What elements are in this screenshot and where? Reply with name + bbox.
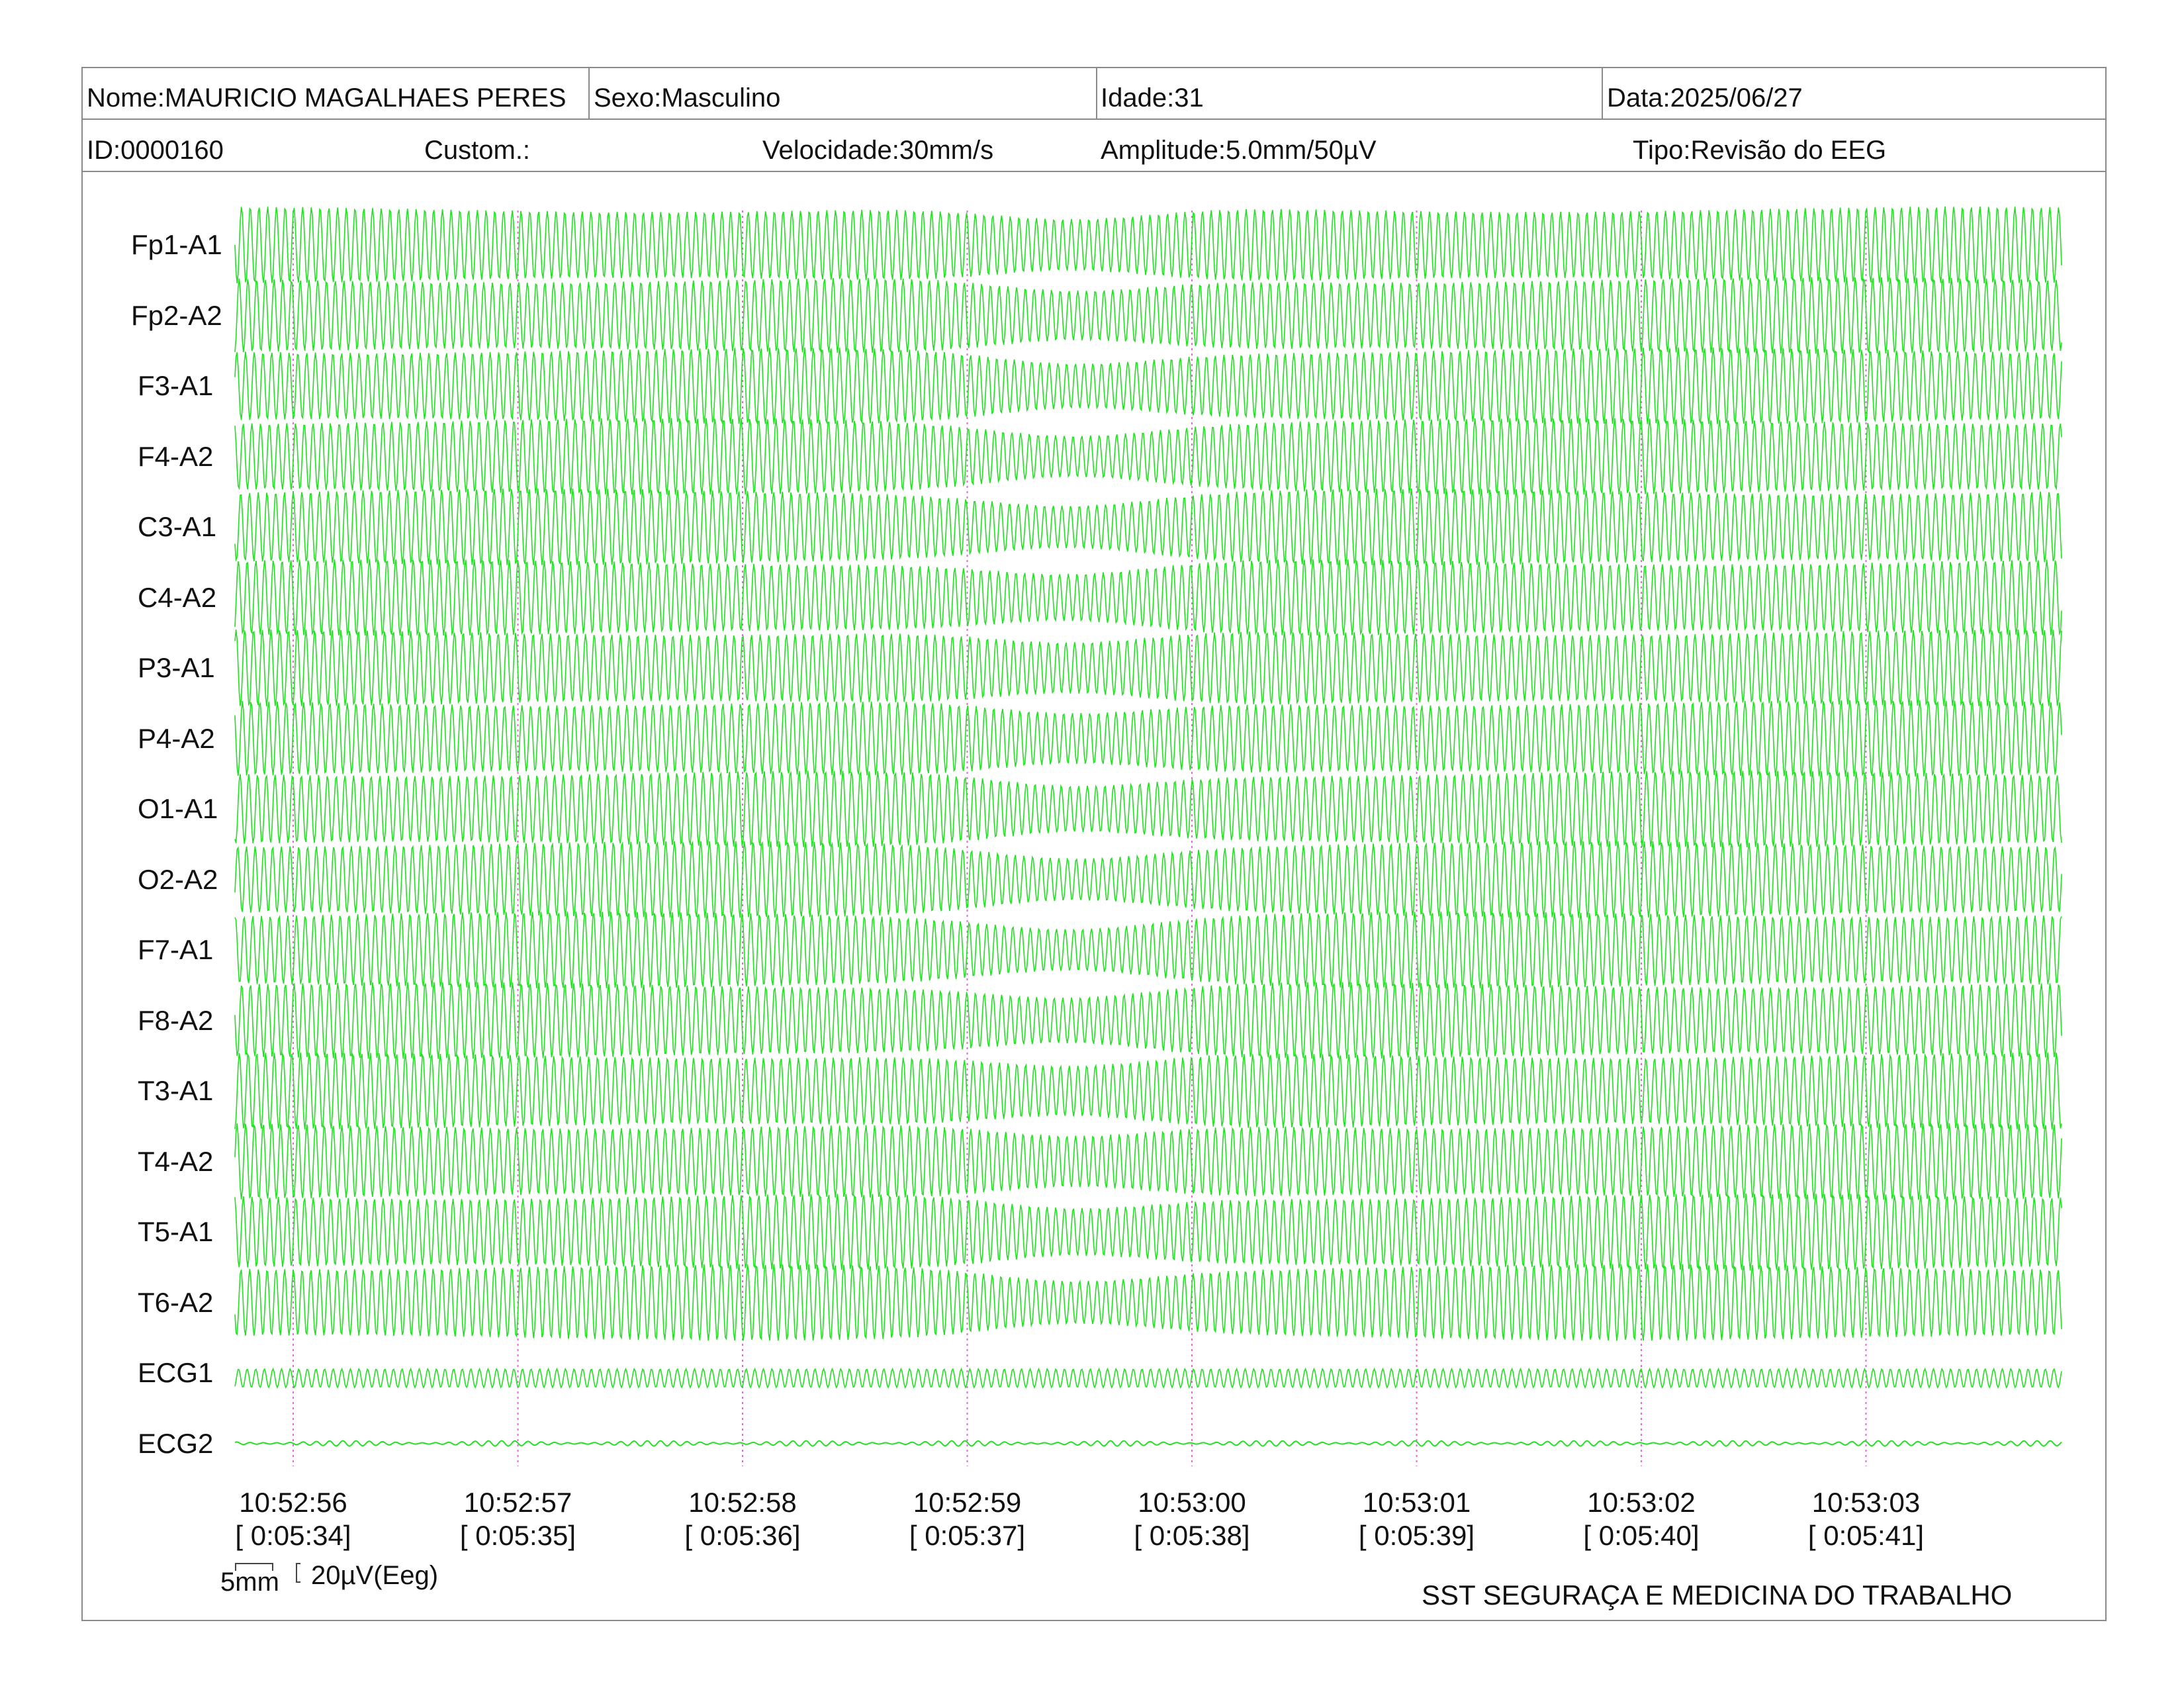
elapsed-time: [ 0:05:38] <box>1134 1520 1250 1551</box>
time-scale-label: 5mm <box>220 1568 279 1597</box>
time-label: 10:52:56[ 0:05:34] <box>207 1486 379 1552</box>
channel-label-c4-a2: C4-A2 <box>138 581 217 613</box>
time-label: 10:52:58[ 0:05:36] <box>657 1486 829 1552</box>
elapsed-time: [ 0:05:35] <box>459 1520 576 1551</box>
elapsed-time: [ 0:05:37] <box>909 1520 1026 1551</box>
trace-o1-a1 <box>234 771 2062 847</box>
patient-sex: Sexo:Masculino <box>594 83 781 113</box>
trace-ecg1 <box>234 1367 2062 1389</box>
time-label: 10:53:01[ 0:05:39] <box>1331 1486 1503 1552</box>
trace-fp1-a1 <box>234 207 2062 283</box>
elapsed-time: [ 0:05:41] <box>1807 1520 1925 1551</box>
trace-t4-a2 <box>234 1123 2062 1200</box>
clock-time: 10:52:56 <box>239 1487 347 1518</box>
header-divider-2 <box>81 171 2107 172</box>
trace-c4-a2 <box>234 559 2062 636</box>
channel-label-fp1-a1: Fp1-A1 <box>131 229 222 260</box>
clock-time: 10:53:03 <box>1811 1487 1921 1518</box>
time-label: 10:53:00[ 0:05:38] <box>1106 1486 1278 1552</box>
amplitude-scale-label: 20µV(Eeg) <box>311 1561 439 1590</box>
trace-fp2-a2 <box>234 277 2062 354</box>
clock-time: 10:52:57 <box>463 1487 572 1518</box>
trace-o2-a2 <box>234 841 2062 918</box>
time-label: 10:53:02[ 0:05:40] <box>1555 1486 1727 1552</box>
elapsed-time: [ 0:05:36] <box>684 1520 801 1551</box>
channel-label-o2-a2: O2-A2 <box>138 863 218 895</box>
time-label: 10:52:59[ 0:05:37] <box>882 1486 1054 1552</box>
scale-bracket-icon <box>235 1563 300 1583</box>
trace-ecg2 <box>234 1440 2062 1447</box>
channel-label-f8-a2: F8-A2 <box>138 1004 214 1036</box>
header-col-divider-1 <box>588 67 590 120</box>
channel-label-p4-a2: P4-A2 <box>138 722 215 754</box>
header-col-divider-2 <box>1096 67 1097 120</box>
organization-name: SST SEGURAÇA E MEDICINA DO TRABALHO <box>1422 1579 2013 1611</box>
clock-time: 10:52:58 <box>688 1487 797 1518</box>
trace-t3-a1 <box>234 1052 2062 1130</box>
channel-label-c3-a1: C3-A1 <box>138 511 217 542</box>
channel-label-f7-a1: F7-A1 <box>138 934 214 965</box>
channel-label-fp2-a2: Fp2-A2 <box>131 299 222 331</box>
channel-label-o1-a1: O1-A1 <box>138 793 218 824</box>
time-label: 10:52:57[ 0:05:35] <box>432 1486 604 1552</box>
elapsed-time: [ 0:05:34] <box>235 1520 351 1551</box>
custom-field: Custom.: <box>424 136 531 165</box>
trace-f4-a2 <box>234 418 2062 495</box>
time-label: 10:53:03[ 0:05:41] <box>1780 1486 1952 1552</box>
clock-time: 10:53:00 <box>1138 1487 1246 1518</box>
channel-label-t3-a1: T3-A1 <box>138 1075 214 1106</box>
channel-label-t6-a2: T6-A2 <box>138 1286 214 1318</box>
trace-p3-a1 <box>234 630 2062 706</box>
exam-date: Data:2025/06/27 <box>1607 83 1803 113</box>
trace-c3-a1 <box>234 488 2062 565</box>
channel-label-t4-a2: T4-A2 <box>138 1145 214 1177</box>
report-frame <box>81 67 2107 1621</box>
patient-id: ID:0000160 <box>87 136 224 165</box>
elapsed-time: [ 0:05:40] <box>1583 1520 1700 1551</box>
clock-time: 10:52:59 <box>913 1487 1022 1518</box>
channel-label-ecg2: ECG2 <box>138 1427 214 1459</box>
channel-label-f4-a2: F4-A2 <box>138 440 214 472</box>
trace-f3-a1 <box>234 347 2062 425</box>
channel-label-ecg1: ECG1 <box>138 1357 214 1388</box>
trace-f7-a1 <box>234 912 2062 989</box>
patient-age: Idade:31 <box>1101 83 1204 113</box>
speed-setting: Velocidade:30mm/s <box>762 136 994 165</box>
channel-label-p3-a1: P3-A1 <box>138 652 215 683</box>
channel-label-f3-a1: F3-A1 <box>138 370 214 401</box>
clock-time: 10:53:02 <box>1587 1487 1696 1518</box>
patient-name: Nome:MAURICIO MAGALHAES PERES <box>87 83 567 113</box>
header-divider-1 <box>81 118 2107 120</box>
trace-p4-a2 <box>234 700 2062 777</box>
header-col-divider-3 <box>1602 67 1603 120</box>
exam-type: Tipo:Revisão do EEG <box>1633 136 1887 165</box>
channel-label-t5-a1: T5-A1 <box>138 1216 214 1247</box>
trace-t6-a2 <box>234 1264 2062 1341</box>
clock-time: 10:53:01 <box>1362 1487 1471 1518</box>
elapsed-time: [ 0:05:39] <box>1358 1520 1475 1551</box>
trace-t5-a1 <box>234 1194 2062 1270</box>
trace-f8-a2 <box>234 982 2062 1059</box>
amplitude-setting: Amplitude:5.0mm/50µV <box>1101 136 1377 165</box>
